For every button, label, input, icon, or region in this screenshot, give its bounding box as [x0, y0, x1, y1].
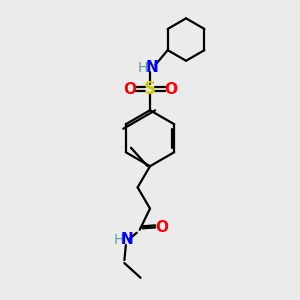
Text: N: N: [120, 232, 133, 247]
Text: O: O: [123, 82, 136, 97]
Text: N: N: [146, 60, 159, 75]
Text: O: O: [164, 82, 177, 97]
Text: H: H: [137, 61, 148, 75]
Text: S: S: [144, 80, 156, 98]
Text: O: O: [155, 220, 168, 235]
Text: H: H: [114, 233, 124, 247]
